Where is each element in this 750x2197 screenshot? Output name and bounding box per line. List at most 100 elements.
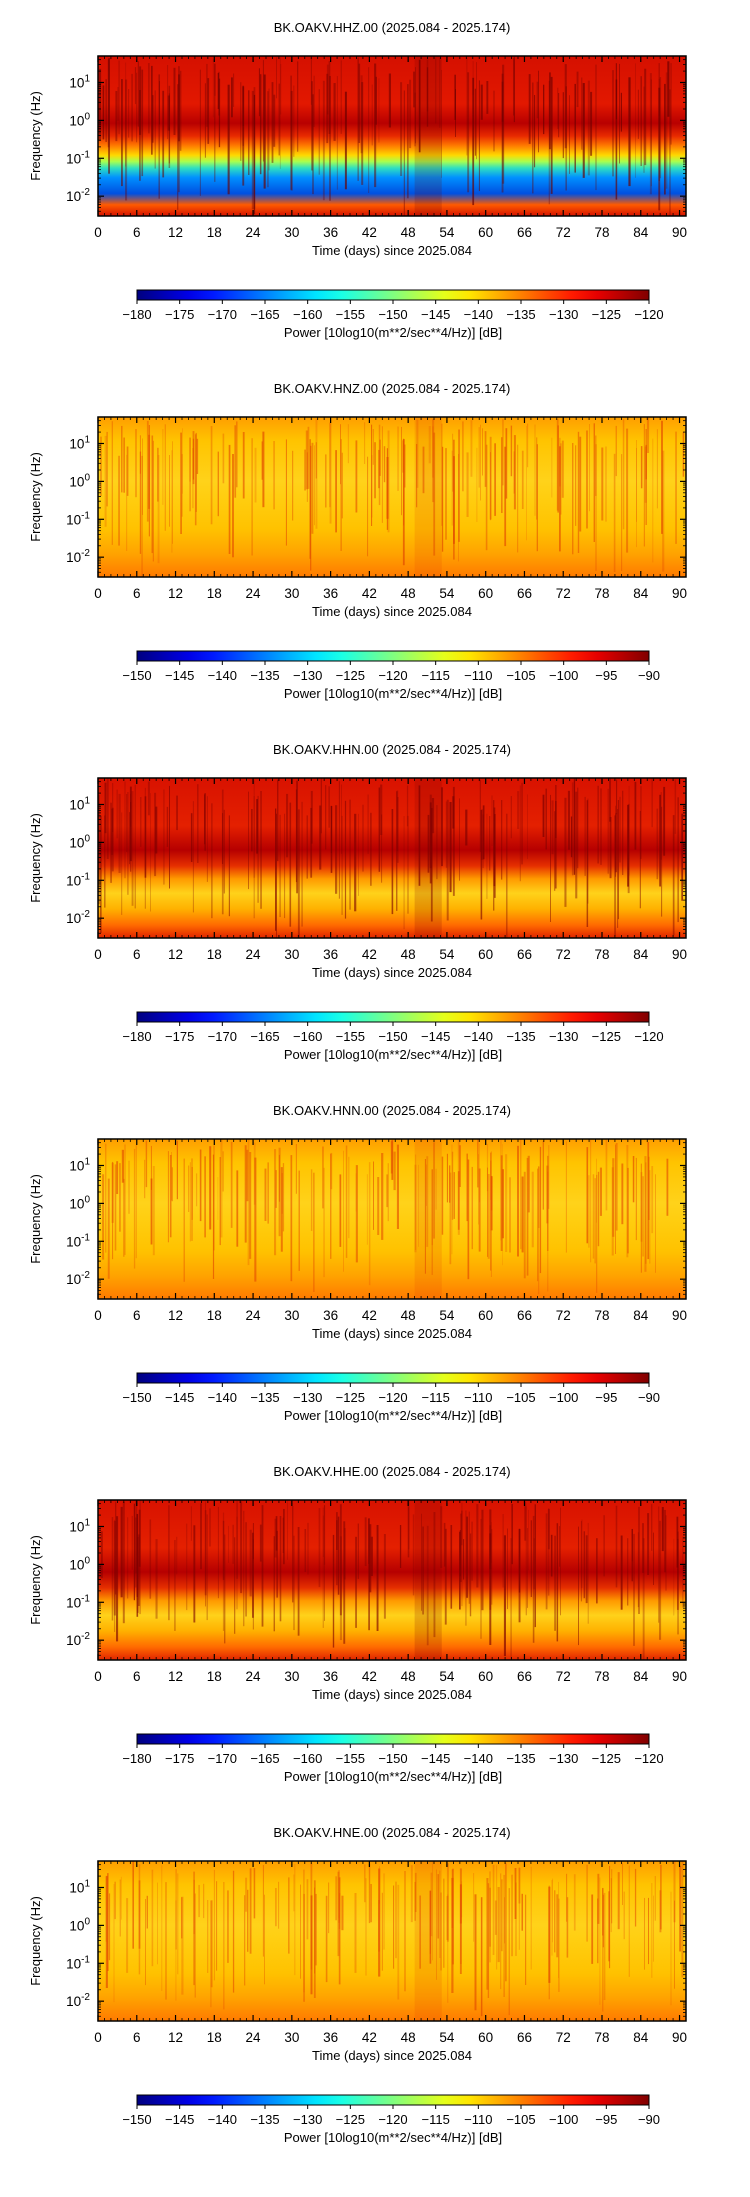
texture-stripe bbox=[627, 1538, 629, 1606]
colorbar bbox=[136, 2094, 650, 2106]
texture-stripe bbox=[150, 1145, 152, 1190]
x-tick-label: 36 bbox=[323, 225, 338, 240]
texture-stripe bbox=[521, 1893, 523, 1931]
texture-stripe bbox=[677, 797, 679, 923]
texture-stripe bbox=[294, 1863, 296, 1976]
texture-stripe bbox=[252, 1539, 254, 1630]
texture-stripe bbox=[609, 778, 611, 822]
texture-stripe bbox=[167, 95, 170, 131]
texture-stripe bbox=[429, 794, 432, 869]
texture-stripe bbox=[178, 74, 180, 142]
colorbar-tick-label: −125 bbox=[336, 668, 365, 683]
colorbar-tick-label: −120 bbox=[634, 307, 663, 322]
x-tick-label: 54 bbox=[439, 2030, 455, 2045]
x-tick-label: 78 bbox=[594, 1308, 609, 1323]
texture-stripe bbox=[418, 785, 421, 886]
texture-stripe bbox=[167, 1151, 169, 1243]
texture-stripe bbox=[467, 72, 470, 193]
texture-stripe bbox=[329, 421, 332, 524]
texture-stripe bbox=[651, 778, 653, 828]
texture-stripe bbox=[441, 787, 443, 867]
texture-stripe bbox=[114, 1519, 116, 1632]
texture-stripe bbox=[500, 1873, 502, 1990]
texture-stripe bbox=[573, 1874, 576, 1931]
texture-stripe bbox=[155, 806, 158, 854]
texture-stripe bbox=[337, 1871, 340, 1957]
colorbar-tick-label: −95 bbox=[595, 668, 617, 683]
x-tick-label: 24 bbox=[246, 2030, 262, 2045]
texture-stripe bbox=[564, 797, 567, 907]
texture-stripe bbox=[259, 1524, 262, 1562]
texture-stripe bbox=[502, 64, 505, 184]
texture-stripe bbox=[175, 1900, 177, 2001]
texture-stripe bbox=[190, 1506, 192, 1541]
texture-stripe bbox=[121, 812, 123, 915]
texture-stripe bbox=[205, 1501, 206, 1607]
texture-stripe bbox=[189, 1162, 191, 1242]
texture-stripe bbox=[206, 63, 208, 127]
texture-stripe bbox=[386, 457, 389, 519]
texture-stripe bbox=[466, 1153, 468, 1222]
texture-stripe bbox=[435, 1168, 437, 1210]
texture-stripe bbox=[422, 446, 425, 494]
x-tick-label: 72 bbox=[556, 2030, 571, 2045]
texture-stripe bbox=[286, 793, 289, 858]
texture-stripe bbox=[198, 1884, 200, 1918]
texture-stripe bbox=[457, 1171, 460, 1230]
texture-stripe bbox=[480, 84, 483, 120]
y-tick-label: 10-2 bbox=[66, 1631, 90, 1648]
texture-stripe bbox=[169, 1155, 172, 1238]
y-tick-label: 100 bbox=[69, 1916, 90, 1933]
y-tick-exponent: 1 bbox=[84, 73, 90, 84]
texture-stripe bbox=[501, 73, 504, 193]
texture-stripe bbox=[547, 1508, 550, 1550]
texture-stripe bbox=[105, 79, 107, 142]
texture-stripe bbox=[322, 1515, 324, 1558]
texture-stripe bbox=[615, 79, 618, 200]
texture-stripe bbox=[620, 1535, 623, 1610]
x-tick-label: 6 bbox=[133, 947, 141, 962]
texture-stripe bbox=[670, 1891, 672, 2006]
texture-stripe bbox=[232, 1524, 234, 1564]
texture-stripe bbox=[138, 1880, 141, 1949]
texture-stripe bbox=[492, 1865, 495, 1955]
texture-stripe bbox=[559, 446, 561, 552]
texture-stripe bbox=[381, 1892, 383, 1971]
texture-stripe bbox=[162, 429, 164, 505]
texture-stripe bbox=[375, 76, 377, 125]
x-tick-label: 78 bbox=[594, 947, 609, 962]
texture-stripe bbox=[323, 1167, 325, 1278]
y-tick-base: 10 bbox=[69, 1918, 84, 1933]
texture-stripe bbox=[360, 75, 363, 154]
texture-stripe bbox=[407, 815, 409, 914]
texture-stripe bbox=[521, 782, 523, 865]
texture-stripe bbox=[501, 1169, 504, 1239]
texture-stripe bbox=[348, 1156, 350, 1239]
texture-stripe bbox=[574, 83, 576, 173]
texture-stripe bbox=[340, 60, 342, 134]
texture-stripe bbox=[504, 1897, 505, 1944]
x-tick-label: 78 bbox=[594, 225, 609, 240]
x-tick-label: 24 bbox=[246, 586, 262, 601]
texture-stripe bbox=[465, 1510, 467, 1626]
texture-stripe bbox=[367, 456, 369, 557]
texture-stripe bbox=[209, 1146, 212, 1230]
texture-stripe bbox=[172, 441, 173, 544]
plot-frame bbox=[97, 777, 687, 939]
texture-stripe bbox=[121, 425, 123, 493]
texture-stripe bbox=[368, 67, 370, 193]
texture-stripe bbox=[251, 90, 254, 210]
texture-stripe bbox=[622, 1863, 623, 1905]
texture-stripe bbox=[354, 1893, 357, 1973]
y-tick-base: 10 bbox=[66, 873, 81, 888]
texture-stripe bbox=[459, 798, 460, 881]
y-tick-exponent: 0 bbox=[84, 111, 90, 122]
texture-stripe bbox=[247, 1889, 249, 1952]
texture-stripe bbox=[504, 446, 507, 547]
texture-stripe bbox=[554, 1535, 556, 1631]
texture-stripe bbox=[330, 1152, 333, 1190]
texture-stripe bbox=[254, 447, 257, 503]
data-gap-band bbox=[414, 1500, 442, 1660]
texture-stripe bbox=[538, 1166, 540, 1228]
colorbar-tick-label: −180 bbox=[122, 1029, 151, 1044]
